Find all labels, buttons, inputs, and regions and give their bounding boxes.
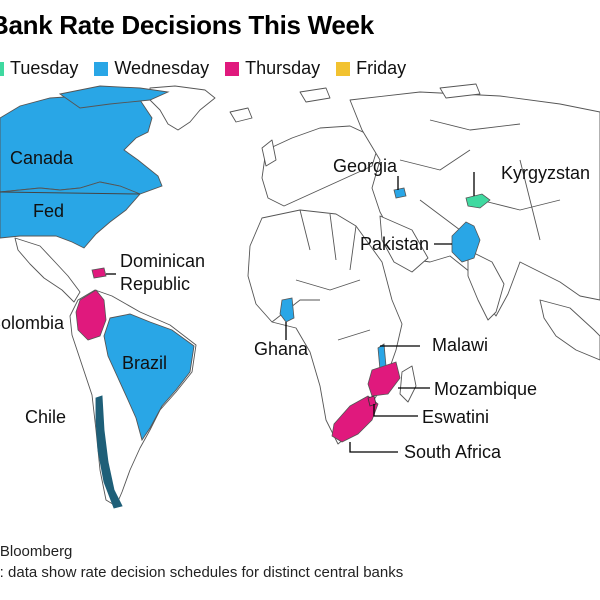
pakistan-shape [451, 221, 481, 263]
label-fed: Fed [33, 201, 65, 221]
legend-swatch-wednesday [94, 61, 109, 76]
mozambique-shape [367, 361, 401, 397]
uk-shape [261, 139, 277, 167]
chile-shape [95, 395, 123, 509]
georgia-shape [393, 187, 407, 199]
greenland-shape [149, 85, 216, 131]
label-canada: Canada [10, 148, 74, 168]
madagascar-shape [399, 365, 417, 403]
legend-label-friday: Friday [356, 58, 407, 78]
label-brazil: Brazil [122, 353, 168, 373]
footnote-source: Source: Bloomberg [0, 543, 73, 560]
legend-item-friday: Friday [336, 58, 406, 79]
legend-label-wednesday: Wednesday [114, 58, 210, 78]
callout-line-south-africa [349, 442, 398, 453]
legend: Tuesday Wednesday Thursday Friday [0, 58, 422, 79]
kyrgyzstan-shape [465, 193, 491, 209]
dominican-republic-shape [91, 267, 107, 279]
label-malawi: Malawi [432, 335, 489, 355]
arabia-shape [379, 215, 429, 273]
callout-lines [106, 172, 475, 453]
iceland-shape [229, 107, 253, 123]
central-america-shape [14, 237, 81, 303]
arctic-island-shape-2 [439, 83, 481, 99]
us-shape [0, 181, 141, 249]
brazil-shape [103, 313, 195, 442]
legend-swatch-thursday [225, 61, 240, 76]
map-title: Bank Rate Decisions This Week [0, 10, 374, 40]
label-ghana: Ghana [254, 339, 309, 359]
arctic-island-shape-1 [299, 87, 331, 103]
ghana-shape [279, 297, 295, 323]
legend-label-tuesday: Tuesday [10, 58, 79, 78]
legend-swatch-tuesday [0, 61, 4, 76]
callout-line-eswatini [373, 404, 418, 417]
label-colombia: Colombia [0, 313, 65, 333]
alaska-shape [58, 85, 170, 109]
colombia-shape [75, 289, 107, 341]
europe-shape [261, 125, 381, 207]
label-mozambique: Mozambique [434, 379, 538, 399]
label-dominican-line1: Dominican [120, 251, 206, 271]
legend-item-thursday: Thursday [225, 58, 320, 79]
legend-label-thursday: Thursday [245, 58, 321, 78]
india-shape [467, 249, 505, 321]
legend-swatch-friday [336, 61, 351, 76]
label-eswatini: Eswatini [422, 407, 490, 427]
south-africa-shape [331, 395, 379, 443]
canada-border-line [0, 191, 141, 195]
label-georgia: Georgia [333, 156, 398, 176]
eswatini-shape [367, 395, 377, 407]
label-pakistan: Pakistan [360, 234, 430, 254]
legend-item-tuesday: Tuesday [0, 58, 78, 79]
legend-item-wednesday: Wednesday [94, 58, 209, 79]
southeast-asia-shape [539, 299, 600, 361]
label-chile: Chile [25, 407, 67, 427]
footnote-note: Note: data show rate decision schedules … [0, 564, 404, 581]
border-lines [271, 119, 561, 341]
label-south-africa: South Africa [404, 442, 502, 462]
label-dominican-line2: Republic [120, 274, 191, 294]
label-kyrgyzstan: Kyrgyzstan [501, 163, 591, 183]
